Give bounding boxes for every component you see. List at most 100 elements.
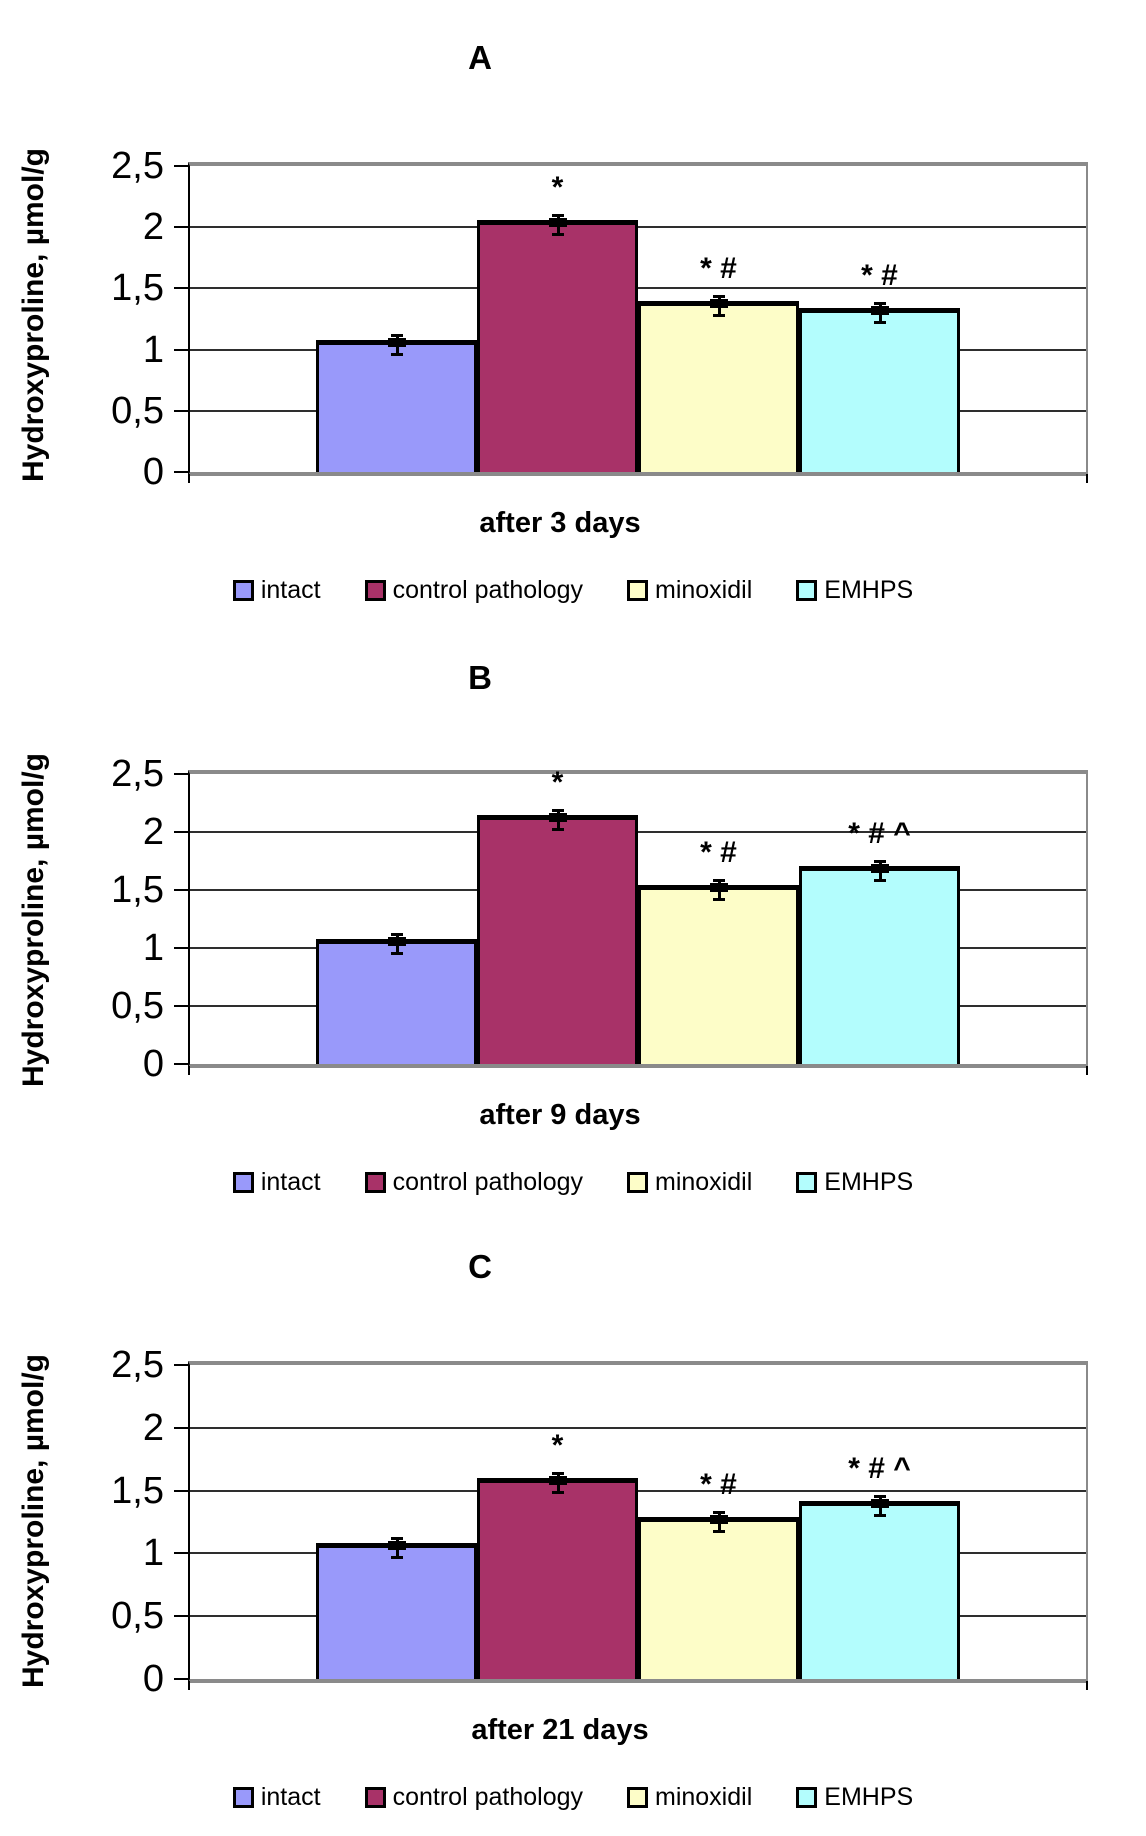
y-tick-label: 0 — [142, 451, 164, 493]
x-axis-label-b: after 9 days — [479, 1099, 641, 1131]
significance-marker: * # — [700, 1467, 737, 1501]
legend-swatch — [796, 579, 818, 601]
legend-swatch — [232, 1786, 254, 1808]
significance-marker: * # ^ — [848, 816, 911, 850]
significance-marker: * — [551, 765, 564, 799]
panel-title-a: A — [468, 39, 492, 76]
bar-EMHPS: * # ^ — [799, 817, 960, 1064]
y-tick-label: 2,5 — [111, 753, 164, 795]
y-tick-label: 1,5 — [111, 1469, 164, 1512]
y-tick-label: 1,5 — [111, 267, 164, 310]
chart-panel-c: C Hydroxyproline, µmol/g * * # * # ^ after… — [0, 1209, 1146, 1836]
legend-swatch — [796, 1171, 818, 1193]
legend-label: EMHPS — [824, 576, 914, 604]
y-tick-mark — [174, 165, 188, 167]
y-tick-mark — [174, 773, 188, 775]
bar-minoxidil: * # — [638, 252, 799, 472]
y-tick-label: 1 — [142, 328, 164, 371]
legend-item-EMHPS: EMHPS — [796, 1168, 913, 1196]
legend-label: minoxidil — [655, 576, 753, 604]
x-tick-mark — [1086, 474, 1088, 483]
chart-panel-b: B Hydroxyproline, µmol/g * * # * # ^ after… — [0, 620, 1146, 1209]
legend-label: EMHPS — [824, 1783, 914, 1811]
legend-item-intact: intact — [232, 1168, 321, 1196]
legend-swatch — [364, 579, 386, 601]
legend-label: control pathology — [392, 576, 583, 604]
gridline — [190, 1489, 1086, 1492]
x-tick-mark — [188, 474, 190, 483]
legend-a: intact control pathology minoxidil EMHPS — [0, 576, 1146, 604]
legend-label: minoxidil — [655, 1783, 753, 1811]
y-tick-label: 0,5 — [111, 985, 164, 1027]
legend-item-control-pathology: control pathology — [364, 576, 583, 604]
y-tick-label: 2 — [142, 811, 164, 853]
bar-control-pathology: * — [477, 171, 638, 472]
y-tick-mark — [174, 409, 188, 412]
y-tick-label: 0 — [142, 1043, 164, 1085]
gridline — [190, 287, 1086, 290]
y-tick-label: 1,5 — [111, 869, 164, 911]
plot-area-c: * * # * # ^ — [188, 1361, 1088, 1683]
y-tick-mark — [174, 226, 188, 229]
x-axis-label-a: after 3 days — [479, 507, 641, 539]
y-axis-title-text: Hydroxyproline, µmol/g — [17, 1354, 50, 1688]
legend-swatch — [364, 1786, 386, 1808]
y-tick-label: 2,5 — [111, 1344, 164, 1386]
gridline — [190, 1426, 1086, 1429]
legend-label: EMHPS — [824, 1168, 914, 1196]
y-tick-mark — [174, 947, 188, 949]
legend-item-EMHPS: EMHPS — [796, 576, 913, 604]
legend-c: intact control pathology minoxidil EMHPS — [0, 1783, 1146, 1811]
y-tick-mark — [174, 1615, 188, 1618]
legend-swatch — [232, 579, 254, 601]
legend-swatch — [796, 1786, 818, 1808]
legend-swatch — [627, 1786, 648, 1808]
bar-control-pathology: * — [477, 1429, 638, 1679]
plot-area-a: * * # * # — [188, 162, 1088, 476]
legend-swatch — [364, 1171, 386, 1193]
plot-inner-c: * * # * # ^ — [190, 1365, 1086, 1679]
chart-panel-a: A Hydroxyproline, µmol/g * * # * # after 3… — [0, 0, 1146, 620]
plot-inner-b: * * # * # ^ — [190, 766, 1086, 1064]
significance-marker: * # — [861, 258, 898, 292]
legend-item-EMHPS: EMHPS — [796, 1783, 913, 1811]
panel-title-c: C — [468, 1248, 492, 1285]
legend-swatch — [627, 1171, 648, 1193]
legend-item-minoxidil: minoxidil — [627, 1168, 752, 1196]
plot-inner-a: * * # * # — [190, 166, 1086, 472]
bar-control-pathology: * — [477, 766, 638, 1064]
y-tick-label: 2 — [142, 206, 164, 249]
y-tick-label: 0 — [142, 1658, 164, 1700]
y-tick-label: 0,5 — [111, 389, 164, 432]
bar-intact — [316, 1537, 477, 1679]
y-tick-label: 1 — [142, 1532, 164, 1575]
legend-item-control-pathology: control pathology — [364, 1783, 583, 1811]
y-tick-label: 1 — [142, 927, 164, 969]
x-tick-mark — [188, 1681, 190, 1690]
significance-marker: * — [551, 170, 564, 204]
y-tick-mark — [174, 1063, 188, 1065]
y-tick-mark — [174, 889, 188, 891]
bar-EMHPS: * # — [799, 259, 960, 472]
significance-marker: * # — [700, 836, 737, 870]
bar-minoxidil: * # — [638, 1468, 799, 1679]
x-tick-mark — [188, 1066, 190, 1075]
y-axis-title-text: Hydroxyproline, µmol/g — [17, 753, 50, 1087]
y-axis-title-b: Hydroxyproline, µmol/g — [10, 753, 58, 1087]
x-tick-mark — [1086, 1681, 1088, 1690]
plot-area-b: * * # * # ^ — [188, 766, 1088, 1068]
legend-label: minoxidil — [655, 1168, 753, 1196]
bar-EMHPS: * # ^ — [799, 1452, 960, 1679]
y-tick-mark — [174, 348, 188, 351]
legend-label: control pathology — [392, 1783, 583, 1811]
y-tick-mark — [174, 1678, 188, 1680]
bar-intact — [316, 333, 477, 472]
legend-swatch — [232, 1171, 254, 1193]
legend-label: control pathology — [392, 1168, 583, 1196]
x-tick-mark — [1086, 1066, 1088, 1075]
legend-item-minoxidil: minoxidil — [627, 1783, 752, 1811]
legend-label: intact — [260, 1783, 321, 1811]
y-tick-mark — [174, 1426, 188, 1429]
legend-label: intact — [260, 1168, 321, 1196]
y-tick-mark — [174, 1005, 188, 1007]
